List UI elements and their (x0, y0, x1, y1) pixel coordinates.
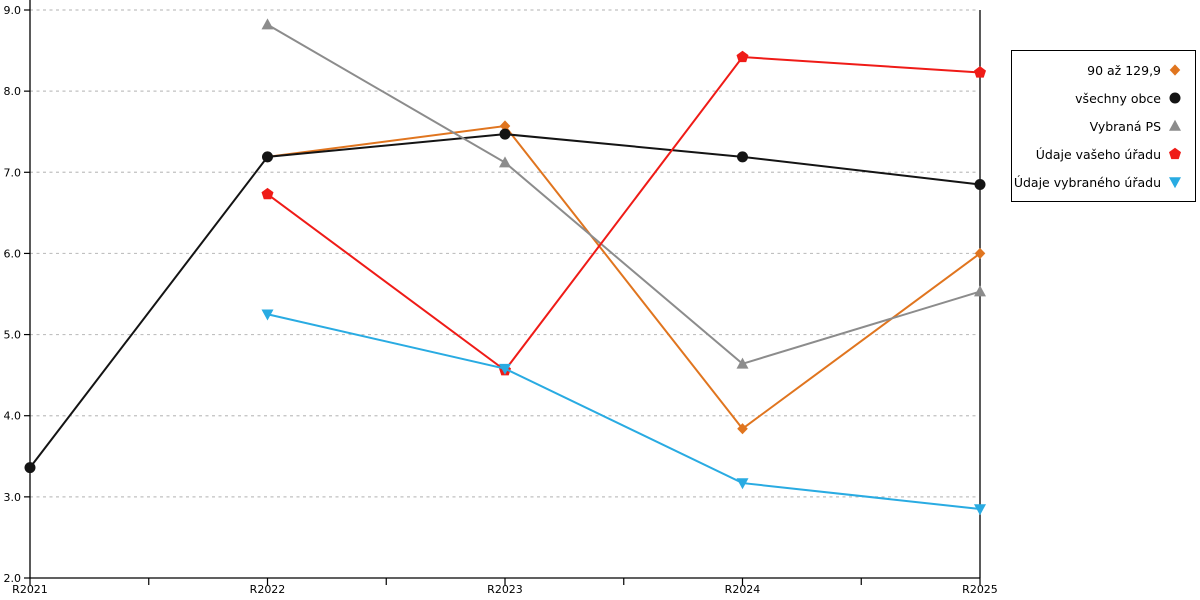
data-point-s1-R2024 (737, 151, 748, 163)
y-tick-label: 9.0 (4, 4, 22, 17)
legend-marker-glyph (1169, 177, 1181, 189)
legend-diamond-icon (1169, 64, 1181, 76)
series-line-4 (267, 313, 981, 511)
legend-label: všechny obce (1075, 90, 1161, 106)
data-point-s1-R2025 (974, 178, 986, 190)
data-point-s3-R2022 (261, 187, 274, 200)
legend-marker-glyph (1169, 147, 1181, 160)
y-tick-label: 7.0 (4, 166, 22, 179)
x-tick-label: R2021 (12, 583, 48, 596)
data-point-s3-R2025 (974, 66, 986, 78)
legend-label: Údaje vybraného úřadu (1013, 174, 1161, 190)
legend-item-4: Údaje vybraného úřadu (1012, 169, 1195, 195)
y-tick-label: 2.0 (4, 572, 22, 585)
legend-item-2: Vybraná PS (1012, 113, 1195, 139)
x-tick-label: R2025 (962, 583, 998, 596)
legend-item-0: 90 až 129,9 (1012, 57, 1195, 83)
data-point-s1-R2021 (24, 462, 36, 474)
data-point-s0-R2023 (499, 120, 511, 132)
data-point-s2-R2024 (736, 357, 749, 369)
legend: 90 až 129,9 všechny obce Vybraná PS Údaje v… (1011, 50, 1196, 202)
legend-marker-glyph (1169, 119, 1181, 131)
y-tick-label: 4.0 (4, 410, 22, 423)
x-tick-label: R2024 (725, 583, 761, 596)
data-point-s1-R2023 (499, 128, 511, 140)
data-point-s4-R2025 (974, 504, 986, 516)
series-line-0 (267, 124, 981, 431)
series-line-3 (266, 56, 981, 372)
legend-label: Vybraná PS (1089, 118, 1161, 134)
data-point-s1-R2022 (262, 151, 273, 163)
series-line-2 (266, 23, 981, 365)
data-point-s2-R2022 (261, 18, 274, 30)
data-point-s3-R2024 (736, 50, 749, 63)
legend-pentagon-icon (1169, 147, 1181, 160)
legend-triangle-down-icon (1169, 177, 1181, 189)
legend-triangle-up-icon (1169, 119, 1181, 131)
y-tick-label: 8.0 (4, 85, 22, 98)
x-tick-label: R2022 (250, 583, 286, 596)
legend-circle-icon (1169, 92, 1181, 104)
data-point-s2-R2023 (499, 156, 511, 168)
series-line-1 (29, 133, 981, 469)
data-point-s4-R2023 (499, 363, 511, 375)
legend-item-3: Údaje vašeho úřadu (1012, 141, 1195, 167)
data-point-s4-R2022 (261, 309, 274, 321)
legend-marker-glyph (1169, 92, 1181, 104)
x-tick-label: R2023 (487, 583, 523, 596)
y-tick-label: 5.0 (4, 329, 22, 342)
legend-label: Údaje vašeho úřadu (1035, 146, 1161, 162)
legend-marker-glyph (1169, 64, 1181, 76)
legend-label: 90 až 129,9 (1087, 62, 1161, 78)
data-point-s4-R2024 (736, 478, 749, 490)
legend-item-1: všechny obce (1012, 85, 1195, 111)
y-tick-label: 6.0 (4, 247, 22, 260)
data-point-s2-R2025 (974, 285, 986, 297)
y-tick-label: 3.0 (4, 491, 22, 504)
